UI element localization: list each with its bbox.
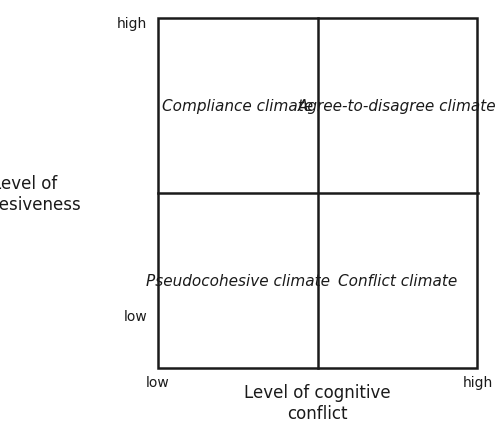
Text: Pseudocohesive climate: Pseudocohesive climate [146,273,330,289]
Text: Compliance climate: Compliance climate [162,99,313,114]
Text: low: low [124,309,148,323]
Text: low: low [146,375,170,389]
Text: high: high [117,17,148,31]
Text: Level of cognitive
conflict: Level of cognitive conflict [244,383,391,422]
Text: high: high [462,375,492,389]
Text: Agree-to-disagree climate: Agree-to-disagree climate [298,99,497,114]
Bar [158,19,477,368]
Text: Conflict climate: Conflict climate [338,273,457,289]
Text: Level of
cohesiveness: Level of cohesiveness [0,175,81,213]
